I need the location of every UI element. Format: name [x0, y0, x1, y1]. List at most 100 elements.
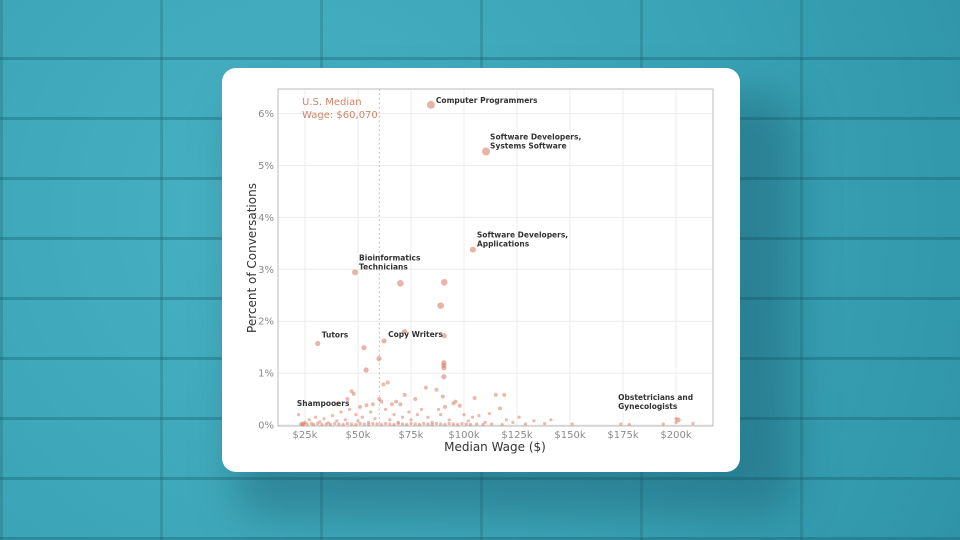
data-point	[472, 396, 477, 401]
data-point	[447, 418, 451, 422]
data-point	[343, 418, 347, 422]
data-point	[487, 411, 492, 416]
data-point	[376, 355, 382, 362]
data-point	[430, 422, 434, 427]
data-point	[388, 418, 392, 422]
data-point	[457, 403, 462, 408]
data-point	[367, 422, 371, 427]
data-point	[369, 410, 373, 414]
data-point	[462, 413, 466, 417]
data-point	[483, 420, 487, 425]
data-point	[439, 413, 443, 417]
x-tick-label: $150k	[554, 430, 585, 441]
data-point	[426, 422, 430, 426]
data-point	[379, 399, 384, 404]
data-point	[500, 422, 504, 427]
data-point	[502, 392, 507, 397]
point-label: Computer Programmers	[436, 96, 538, 105]
labeled-point	[315, 340, 321, 347]
chart-card	[222, 68, 740, 472]
points	[297, 100, 695, 427]
grid	[278, 89, 713, 426]
data-point	[691, 421, 695, 426]
x-axis-label: Median Wage ($)	[444, 440, 546, 454]
data-point	[324, 422, 328, 426]
data-point	[345, 397, 350, 402]
data-point	[443, 422, 447, 427]
data-point	[388, 422, 392, 426]
data-point	[354, 422, 358, 427]
y-tick-label: 1%	[258, 369, 274, 380]
data-point	[570, 422, 574, 426]
data-point	[489, 422, 494, 426]
data-point	[402, 328, 408, 335]
data-point	[441, 333, 447, 339]
y-tick-label: 4%	[258, 213, 274, 224]
median-label-line1: U.S. Median	[302, 97, 362, 108]
data-point	[422, 421, 426, 426]
data-point	[320, 422, 324, 427]
data-point	[392, 422, 396, 427]
x-tick-label: $175k	[607, 430, 638, 441]
point-label: Tutors	[322, 331, 349, 340]
data-point	[350, 422, 354, 426]
data-point	[358, 404, 363, 409]
data-point	[354, 413, 358, 417]
data-point	[523, 422, 528, 426]
data-point	[619, 422, 623, 426]
data-point	[402, 392, 407, 397]
y-tick-label: 3%	[258, 265, 274, 276]
data-point	[407, 410, 411, 414]
data-point	[456, 422, 460, 427]
data-point	[460, 421, 464, 426]
data-point	[532, 419, 536, 423]
point-label: Gynecologists	[618, 402, 678, 411]
data-point	[415, 413, 419, 417]
data-point	[322, 417, 326, 421]
x-tick-label: $125k	[501, 430, 532, 441]
y-axis-label: Percent of Conversations	[245, 183, 259, 333]
data-point	[466, 419, 470, 423]
data-point	[307, 418, 311, 422]
data-point	[381, 382, 386, 387]
data-point	[360, 415, 364, 419]
data-point	[470, 415, 475, 419]
data-point	[375, 422, 379, 426]
data-point	[434, 387, 439, 392]
labeled-point	[675, 417, 681, 423]
data-point	[341, 422, 345, 427]
data-point	[385, 380, 390, 385]
data-point	[627, 422, 631, 427]
data-point	[504, 418, 508, 422]
data-point	[335, 419, 339, 423]
data-point	[379, 422, 383, 427]
data-point	[361, 345, 367, 351]
data-point	[426, 415, 430, 419]
data-point	[314, 415, 318, 419]
data-point	[437, 302, 444, 309]
data-point	[409, 418, 413, 422]
data-point	[333, 421, 337, 426]
data-point	[542, 421, 547, 426]
data-point	[475, 422, 479, 426]
data-point	[441, 365, 447, 371]
point-labels: Computer Programmers Software Developers,…	[297, 96, 693, 411]
x-tick-label: $75k	[399, 430, 424, 441]
data-point	[468, 422, 472, 427]
labeled-point	[352, 269, 359, 276]
plot-frame	[277, 88, 714, 427]
data-point	[434, 421, 439, 426]
data-point	[498, 406, 503, 411]
data-point	[440, 278, 448, 286]
point-label: Copy Writers	[388, 330, 443, 339]
data-point	[394, 399, 399, 404]
data-point	[345, 421, 349, 426]
data-point	[420, 407, 424, 412]
data-point	[464, 422, 468, 426]
data-point	[439, 422, 443, 426]
data-point	[441, 374, 447, 380]
data-point	[481, 422, 485, 427]
point-label: Bioinformatics	[359, 253, 421, 262]
data-point	[316, 421, 320, 426]
